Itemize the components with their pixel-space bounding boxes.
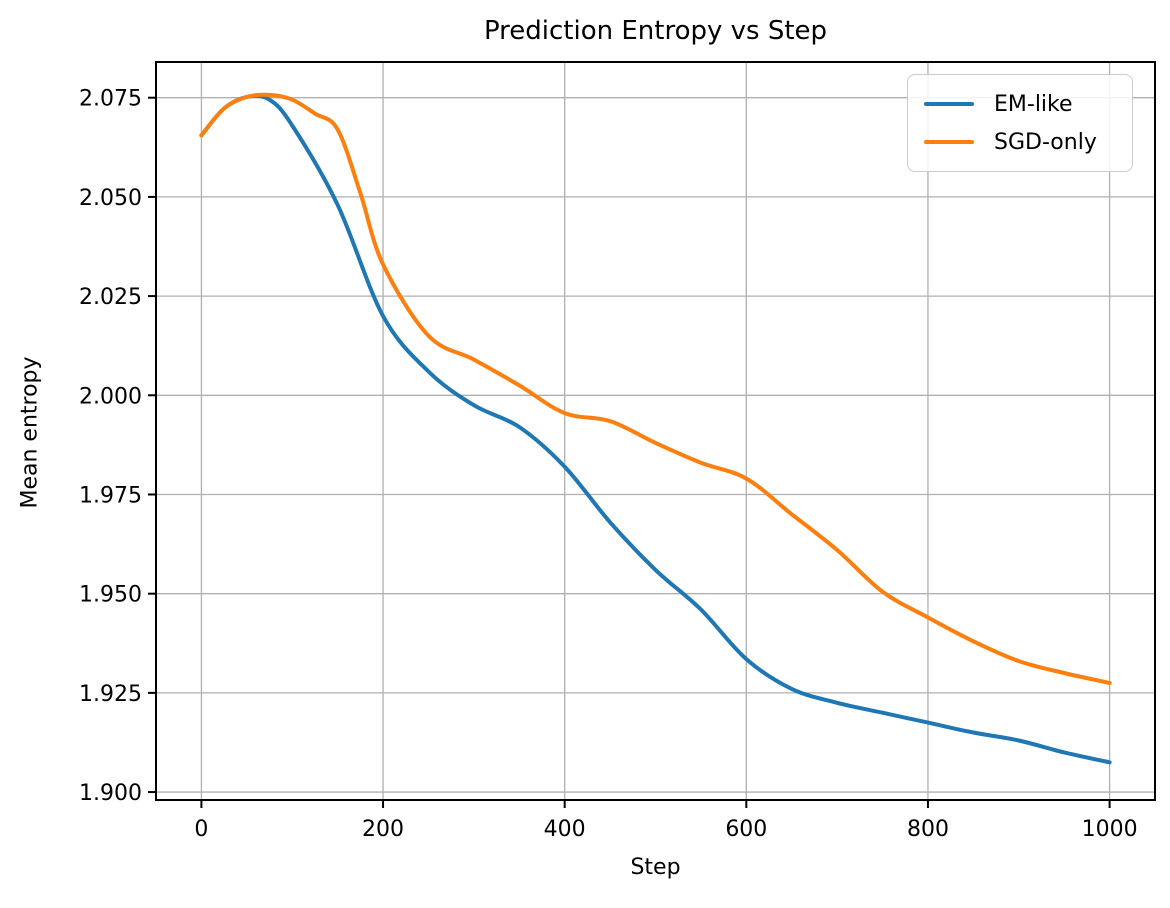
grid <box>156 62 1155 800</box>
legend-item-sgd-only: SGD-only <box>924 123 1118 161</box>
x-tick-label: 0 <box>194 817 208 842</box>
y-tick-label: 1.925 <box>79 682 142 707</box>
y-tick-label: 1.975 <box>79 483 142 508</box>
legend-label-em-like: EM-like <box>994 91 1073 117</box>
x-tick-label: 600 <box>725 817 767 842</box>
legend-swatch-em-like <box>924 102 974 106</box>
x-tick-label: 1000 <box>1082 817 1138 842</box>
x-axis-ticks: 0 200 400 600 800 1000 <box>194 800 1138 842</box>
x-tick-label: 400 <box>544 817 586 842</box>
y-axis-ticks: 1.900 1.925 1.950 1.975 2.000 2.025 2.050 2.075 <box>79 87 156 806</box>
y-axis-label: Mean entropy <box>17 356 43 509</box>
legend: EM-like SGD-only <box>907 74 1133 172</box>
series-line-sgd-only <box>199 92 1112 685</box>
chart-title: Prediction Entropy vs Step <box>483 16 828 46</box>
y-tick-label: 2.075 <box>79 87 142 112</box>
x-tick-label: 800 <box>907 817 949 842</box>
series-line-em-like <box>199 93 1112 765</box>
y-tick-label: 2.050 <box>79 186 142 211</box>
legend-swatch-sgd-only <box>924 140 974 144</box>
x-tick-label: 200 <box>362 817 404 842</box>
x-axis-label: Step <box>630 855 681 880</box>
legend-label-sgd-only: SGD-only <box>994 129 1097 155</box>
y-tick-label: 2.000 <box>79 384 142 409</box>
y-tick-label: 1.900 <box>79 781 142 806</box>
axes-spines <box>155 61 1156 801</box>
y-tick-label: 1.950 <box>79 583 142 608</box>
series-lines <box>199 92 1112 765</box>
y-tick-label: 2.025 <box>79 285 142 310</box>
legend-item-em-like: EM-like <box>924 85 1118 123</box>
